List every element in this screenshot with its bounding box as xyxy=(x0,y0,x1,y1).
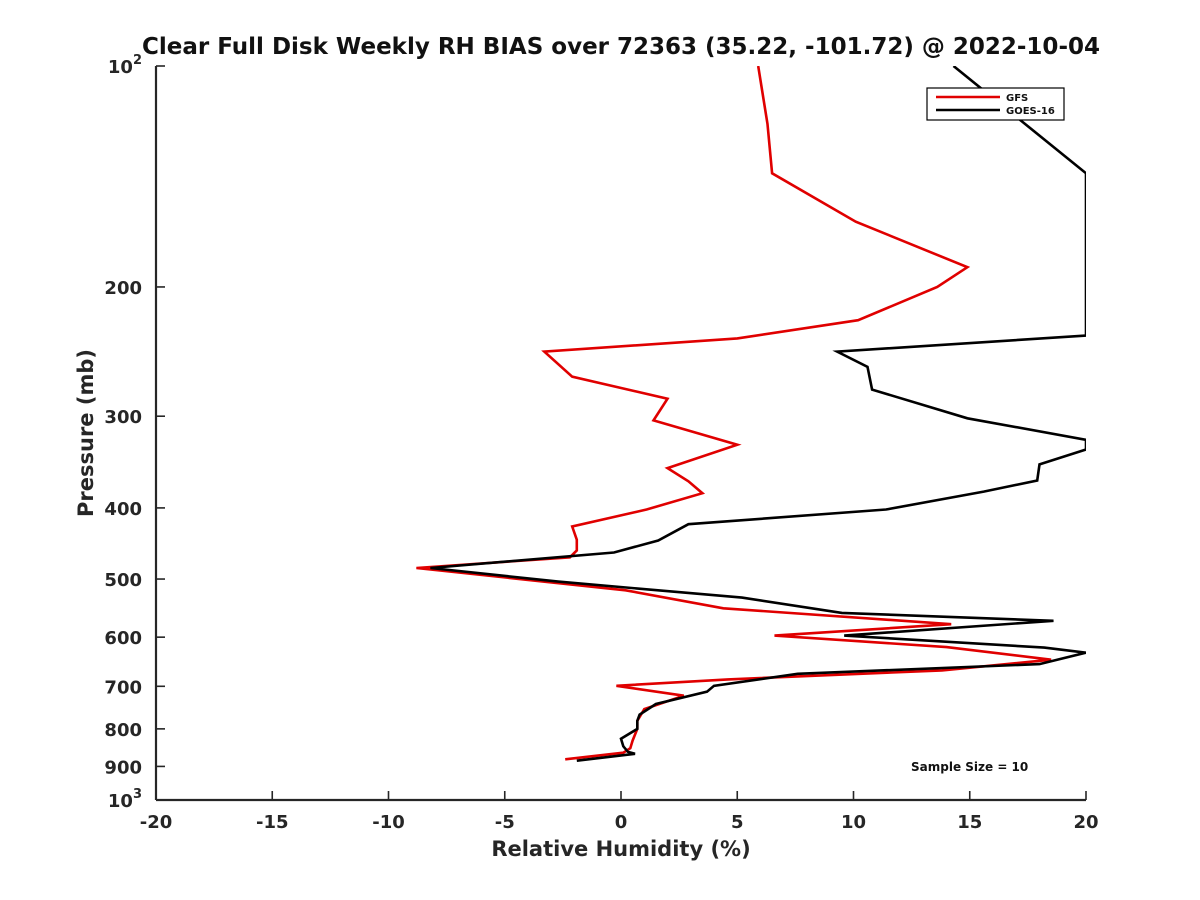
x-tick-label: 0 xyxy=(615,812,628,833)
x-tick-label: 10 xyxy=(841,812,866,833)
legend-goes16-label: GOES-16 xyxy=(1006,106,1055,117)
legend-gfs-label: GFS xyxy=(1006,93,1028,104)
y-tick-label: 800 xyxy=(104,720,142,741)
ticks-layer: -20 -15 -10 -5 0 5 10 15 20 102 200 300 400 500 600 700… xyxy=(104,53,1098,833)
series-line-goes-16 xyxy=(430,66,1086,762)
y-axis-label: Pressure (mb) xyxy=(74,349,98,517)
sample-size-annotation: Sample Size = 10 xyxy=(911,760,1028,774)
x-tick-label: 5 xyxy=(731,812,744,833)
legend: GFS GOES-16 xyxy=(926,87,1065,121)
y-tick-label: 300 xyxy=(104,407,142,428)
series-line-gfs xyxy=(416,66,1052,761)
y-tick-label: 102 xyxy=(108,53,142,78)
series-layer xyxy=(416,66,1086,762)
y-tick-label: 500 xyxy=(104,570,142,591)
x-tick-label: -5 xyxy=(495,812,515,833)
y-tick-label: 200 xyxy=(104,278,142,299)
y-tick-label: 900 xyxy=(104,757,142,778)
x-axis-label: Relative Humidity (%) xyxy=(491,837,750,861)
legend-box xyxy=(926,87,1065,121)
y-tick-label: 400 xyxy=(104,499,142,520)
axes-layer xyxy=(154,66,1086,802)
y-tick-label: 700 xyxy=(104,677,142,698)
x-tick-label: -10 xyxy=(372,812,405,833)
x-tick-label: -15 xyxy=(256,812,289,833)
y-tick-label: 103 xyxy=(108,787,142,812)
x-tick-label: 20 xyxy=(1073,812,1098,833)
x-tick-label: 15 xyxy=(957,812,982,833)
chart-title: Clear Full Disk Weekly RH BIAS over 7236… xyxy=(142,34,1100,60)
y-tick-label: 600 xyxy=(104,628,142,649)
x-tick-label: -20 xyxy=(140,812,173,833)
